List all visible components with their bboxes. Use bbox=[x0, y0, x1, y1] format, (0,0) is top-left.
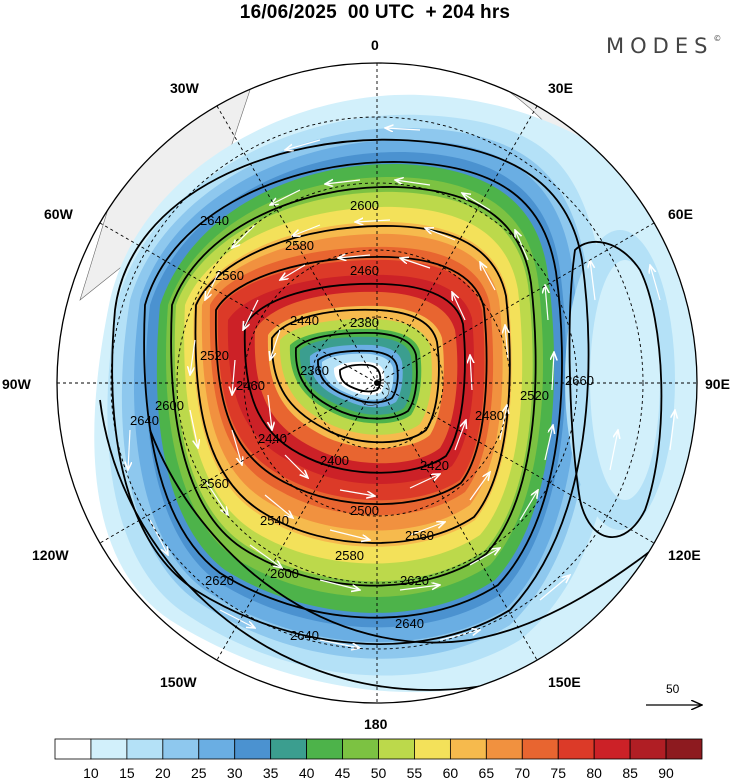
contour-label: 2560 bbox=[200, 476, 229, 491]
contour-label-group: 2640 2600 2580 2560 2540 2500 2460 2440 … bbox=[130, 198, 594, 643]
contour-label: 2460 bbox=[236, 378, 265, 393]
contour-label: 2560 bbox=[215, 268, 244, 283]
lon-label-150e: 150E bbox=[548, 674, 581, 690]
colorbar-tick-label: 10 bbox=[83, 765, 99, 781]
vector-key-label: 50 bbox=[666, 682, 680, 696]
contour-label: 2380 bbox=[350, 315, 379, 330]
colorbar-tick-label: 90 bbox=[658, 765, 674, 781]
colorbar-swatch bbox=[521, 738, 559, 760]
colorbar-tick-label: 65 bbox=[479, 765, 495, 781]
colorbar-tick-label: 30 bbox=[227, 765, 243, 781]
colorbar-swatch bbox=[342, 738, 379, 760]
colorbar-swatch bbox=[414, 738, 451, 760]
wind-vectors bbox=[128, 128, 675, 648]
colorbar-swatch bbox=[234, 738, 272, 760]
colorbar-tick-label: 70 bbox=[514, 765, 530, 781]
south-pole-marker bbox=[374, 380, 380, 386]
contour-label: 2560 bbox=[405, 528, 434, 543]
colorbar-swatch bbox=[449, 738, 487, 760]
contour-label: 2480 bbox=[475, 408, 504, 423]
colorbar-swatch bbox=[629, 738, 667, 760]
colorbar-tick-label: 85 bbox=[622, 765, 638, 781]
contour-label: 2640 bbox=[130, 413, 159, 428]
copyright-mark: © bbox=[713, 34, 722, 43]
contour-label: 2600 bbox=[350, 198, 379, 213]
contour-label: 2660 bbox=[565, 373, 594, 388]
colorbar-tick-label: 75 bbox=[550, 765, 566, 781]
contour-label: 2420 bbox=[420, 458, 449, 473]
colorbar-swatch bbox=[162, 738, 200, 760]
lon-label-90e: 90E bbox=[705, 376, 730, 392]
colorbar-swatch bbox=[198, 738, 236, 760]
lon-label-120w: 120W bbox=[32, 547, 69, 563]
colorbar-tick-label: 50 bbox=[371, 765, 387, 781]
colorbar-swatch bbox=[665, 738, 703, 760]
contour-label: 2640 bbox=[290, 628, 319, 643]
colorbar-tick-label: 80 bbox=[586, 765, 602, 781]
lon-label-60e: 60E bbox=[668, 206, 693, 222]
colorbar-swatch bbox=[270, 738, 308, 760]
lon-label-30e: 30E bbox=[548, 80, 573, 96]
contour-label: 2440 bbox=[258, 431, 287, 446]
contour-label: 2520 bbox=[200, 348, 229, 363]
contour-label: 2620 bbox=[205, 573, 234, 588]
contour-label: 2500 bbox=[350, 503, 379, 518]
contour-label: 2580 bbox=[335, 548, 364, 563]
geopotential-contours bbox=[99, 138, 691, 691]
colorbar-swatch bbox=[90, 738, 128, 760]
colorbar-tick-label: 25 bbox=[191, 765, 207, 781]
map-title: 16/06/2025 00 UTC + 204 hrs bbox=[239, 2, 511, 23]
lon-label-180: 180 bbox=[364, 716, 388, 732]
contour-label: 2600 bbox=[270, 566, 299, 581]
colorbar-swatch bbox=[593, 738, 631, 760]
lon-label-120e: 120E bbox=[668, 547, 701, 563]
colorbar-swatch bbox=[54, 738, 92, 760]
lon-label-60w: 60W bbox=[44, 206, 74, 222]
colorbar-swatch bbox=[126, 738, 164, 760]
colorbar-tick-label: 20 bbox=[155, 765, 171, 781]
contour-label: 2640 bbox=[200, 213, 229, 228]
vector-key: 50 bbox=[646, 682, 702, 705]
colorbar-tick-label: 60 bbox=[443, 765, 459, 781]
contour-label: 2460 bbox=[350, 263, 379, 278]
colorbar-tick-label: 35 bbox=[263, 765, 279, 781]
contour-label: 2620 bbox=[400, 573, 429, 588]
colorbar-tick-label: 55 bbox=[407, 765, 423, 781]
colorbar-swatch bbox=[557, 738, 595, 760]
contour-label: 2400 bbox=[320, 453, 349, 468]
lon-label-0: 0 bbox=[371, 37, 379, 53]
colorbar-tick-label: 40 bbox=[299, 765, 315, 781]
lon-label-150w: 150W bbox=[160, 674, 197, 690]
colorbar-swatch bbox=[306, 738, 343, 760]
contour-label: 2580 bbox=[285, 238, 314, 253]
contour-label: 2640 bbox=[395, 616, 424, 631]
contour-label: 2440 bbox=[290, 313, 319, 328]
contour-label: 2540 bbox=[260, 513, 289, 528]
colorbar-tick-label: 15 bbox=[119, 765, 135, 781]
contour-label: 2520 bbox=[520, 388, 549, 403]
modes-logo: MODES© bbox=[606, 34, 721, 58]
brand-text: MODES bbox=[606, 34, 714, 58]
colorbar-swatch bbox=[485, 738, 523, 760]
colorbar-tick-label: 45 bbox=[335, 765, 351, 781]
lon-label-90w: 90W bbox=[2, 376, 32, 392]
contour-label: 2600 bbox=[155, 398, 184, 413]
longitude-labels: 0 30E 60E 90E 120E 150E 180 150W 120W 90… bbox=[2, 37, 730, 732]
colorbar-swatch bbox=[378, 738, 415, 760]
lon-label-30w: 30W bbox=[170, 80, 200, 96]
contour-label: 2360 bbox=[300, 363, 329, 378]
colorbar: 10 15 20 25 30 35 40 45 50 55 60 65 70 75 80 85 90 bbox=[54, 738, 703, 781]
